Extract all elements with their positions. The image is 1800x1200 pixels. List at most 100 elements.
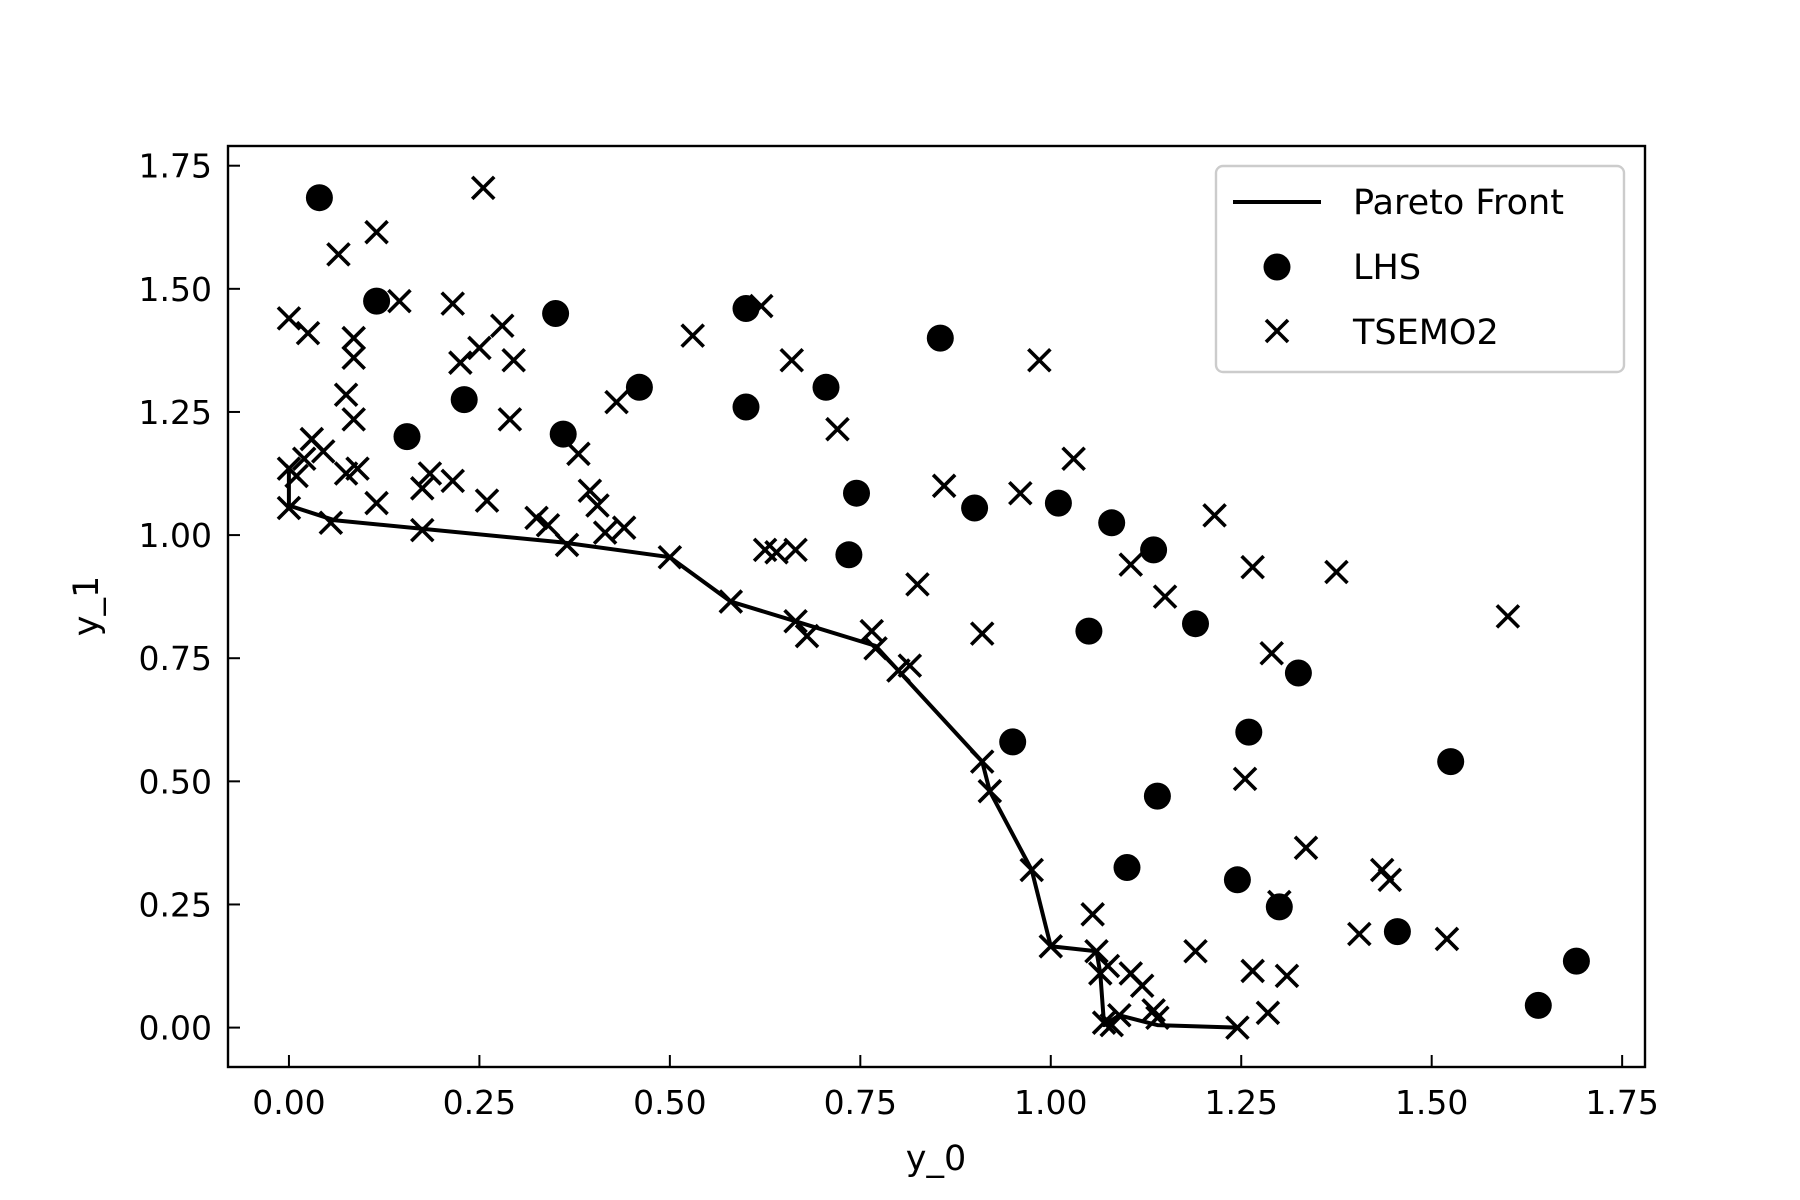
tsemo2-point: [1183, 938, 1208, 964]
tsemo2-point: [318, 510, 344, 536]
tsemo2-point: [409, 517, 435, 543]
lhs-point: [305, 184, 333, 212]
lhs-point: [843, 479, 870, 507]
lhs-point: [1143, 782, 1171, 810]
legend-label-lhs: LHS: [1353, 248, 1421, 288]
tsemo2-point: [592, 520, 618, 545]
tsemo2-point: [905, 572, 930, 597]
axes: 0.00 0.25 0.50 0.75 1.00 1.25 1.50 1.75 0.00 0.25…: [139, 147, 1659, 1122]
tsemo2-point: [1255, 1000, 1281, 1026]
lhs-point: [1113, 854, 1141, 881]
x-tick-label: 0.25: [443, 1083, 516, 1122]
tsemo2-point: [611, 515, 637, 540]
tsemo2-point: [448, 350, 473, 375]
tsemo2-point: [1038, 934, 1064, 959]
tsemo2-point: [497, 407, 523, 432]
tsemo2-point: [969, 749, 995, 774]
tsemo2-point: [1084, 938, 1109, 964]
y-tick-label: 1.25: [139, 393, 212, 432]
tsemo2-point: [345, 456, 370, 481]
tsemo2-point: [749, 293, 774, 319]
tsemo2-point: [276, 306, 302, 331]
x-tick-label: 1.25: [1204, 1083, 1277, 1122]
tsemo2-point: [1495, 604, 1521, 629]
tsemo2-point: [969, 621, 995, 646]
tsemo2-point: [1129, 973, 1155, 999]
tsemo2-point: [333, 382, 359, 407]
legend-box: [1214, 164, 1626, 374]
tsemo2-point: [825, 416, 850, 442]
tsemo2-point: [417, 461, 443, 486]
tsemo2-point: [566, 441, 591, 467]
tsemo2-point: [1324, 559, 1349, 585]
tsemo2-point: [1118, 552, 1144, 577]
legend-label-pareto-front: Pareto Front: [1353, 183, 1564, 223]
lhs-point: [1383, 918, 1411, 946]
tsemo2-point: [1293, 835, 1319, 861]
tsemo2-point: [1080, 902, 1105, 927]
lhs-point: [1140, 536, 1168, 564]
lhs-point: [926, 324, 954, 352]
legend: Pareto Front LHS TSEMO2: [1214, 164, 1626, 374]
x-tick-label: 1.50: [1395, 1083, 1468, 1122]
tsemo2-point: [1274, 963, 1300, 989]
tsemo2-point: [977, 778, 1003, 804]
x-tick-label: 0.75: [824, 1083, 897, 1122]
tsemo2-point: [295, 320, 321, 346]
tsemo2-point: [1240, 554, 1265, 580]
lhs-point: [363, 287, 391, 315]
tsemo2-point: [364, 490, 389, 516]
tsemo2-point: [1091, 1010, 1117, 1035]
tsemo2-point: [1225, 1015, 1250, 1040]
tsemo2-point: [680, 323, 705, 348]
lhs-point: [625, 373, 653, 401]
tsemo2-point: [897, 653, 923, 678]
x-tick-label: 0.50: [633, 1083, 706, 1122]
tsemo2-point: [585, 493, 610, 518]
y-tick-label: 0.75: [139, 639, 212, 678]
tsemo2-point: [1347, 921, 1372, 947]
lhs-point: [1265, 893, 1293, 921]
lhs-point: [1182, 610, 1209, 638]
y-tick-label: 0.00: [139, 1009, 212, 1048]
legend-x-swatch: [1264, 318, 1290, 344]
x-axis-label: y_0: [906, 1139, 966, 1179]
y-tick-label: 0.50: [139, 762, 212, 801]
lhs-point: [1284, 659, 1312, 687]
y-tick-label: 1.00: [139, 516, 212, 555]
lhs-point: [450, 386, 478, 414]
tsemo2-point: [1152, 584, 1178, 609]
tsemo2-point: [554, 532, 580, 558]
lhs-point: [1075, 617, 1103, 645]
lhs-point: [961, 494, 989, 522]
tsemo2-point: [779, 347, 805, 373]
tsemo2-point: [1008, 480, 1033, 506]
lhs-point: [542, 300, 570, 327]
tsemo2-point: [284, 463, 309, 489]
legend-label-tsemo2: TSEMO2: [1352, 313, 1499, 353]
tsemo2-point: [474, 488, 500, 513]
lhs-point: [393, 423, 421, 451]
tsemo2-point: [1377, 867, 1403, 893]
lhs-point: [1562, 947, 1590, 975]
plot-layer: [276, 175, 1590, 1040]
tsemo2-point: [1107, 1003, 1132, 1028]
y-tick-label: 1.75: [139, 147, 212, 186]
tsemo2-point: [341, 325, 366, 351]
lhs-point: [835, 541, 863, 569]
legend-circle-swatch: [1263, 253, 1291, 281]
lhs-point: [1098, 509, 1126, 537]
lhs-point: [812, 373, 840, 401]
y-axis-label: y_1: [67, 576, 107, 636]
tsemo2-point: [1061, 446, 1086, 472]
lhs-point: [549, 420, 577, 448]
tsemo2-point: [1141, 998, 1166, 1023]
tsemo2-point: [577, 478, 603, 504]
tsemo2-point: [604, 389, 629, 415]
tsemo2-point: [387, 288, 412, 314]
lhs-point: [732, 393, 760, 421]
tsemo2-point: [783, 537, 808, 563]
tsemo2-point: [467, 335, 492, 361]
tsemo2-point: [863, 636, 888, 661]
